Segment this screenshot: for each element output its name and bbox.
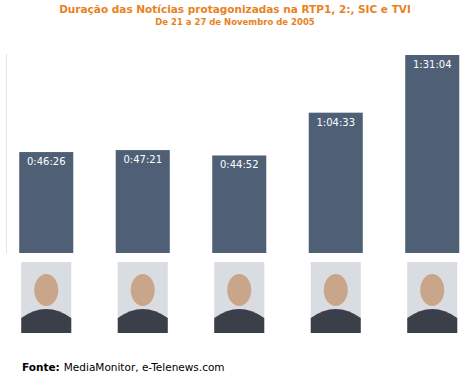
- portrait-frame: [311, 262, 361, 333]
- portrait: [21, 262, 71, 333]
- portrait-head: [227, 274, 251, 306]
- portrait: [311, 262, 361, 333]
- bars: [19, 55, 459, 253]
- source-label: Fonte:: [22, 361, 60, 373]
- y-axis: [6, 54, 7, 254]
- data-label: 0:47:21: [123, 154, 162, 165]
- bar: [116, 150, 170, 253]
- portrait: [407, 262, 457, 333]
- portrait-body: [311, 309, 361, 333]
- portrait-head: [420, 274, 444, 306]
- portrait-body: [407, 309, 457, 333]
- portrait-frame: [118, 262, 168, 333]
- portrait-frame: [21, 262, 71, 333]
- portrait-frame: [407, 262, 457, 333]
- portrait: [214, 262, 264, 333]
- y-axis-line: [6, 54, 7, 254]
- data-label: 1:04:33: [316, 117, 355, 128]
- portrait-head: [34, 274, 58, 306]
- portrait-body: [214, 309, 264, 333]
- portrait-body: [21, 309, 71, 333]
- chart: Duração das Notícias protagonizadas na R…: [0, 0, 470, 378]
- portrait-frame: [214, 262, 264, 333]
- data-labels: 0:46:26 0:47:21 0:44:52 1:04:33 1:31:04: [27, 59, 452, 170]
- data-label: 1:31:04: [413, 59, 452, 70]
- bar: [212, 155, 266, 253]
- source: Fonte: MediaMonitor, e-Telenews.com: [22, 361, 225, 373]
- portrait-head: [131, 274, 155, 306]
- bar: [405, 55, 459, 253]
- source-text: MediaMonitor, e-Telenews.com: [64, 361, 225, 373]
- title: Duração das Notícias protagonizadas na R…: [59, 3, 411, 15]
- bar: [19, 152, 73, 253]
- subtitle: De 21 a 27 de Novembro de 2005: [155, 17, 315, 27]
- portrait-body: [118, 309, 168, 333]
- data-label: 0:46:26: [27, 156, 66, 167]
- data-label: 0:44:52: [220, 159, 259, 170]
- portrait: [118, 262, 168, 333]
- portrait-head: [324, 274, 348, 306]
- portraits: [21, 262, 457, 333]
- bar: [309, 113, 363, 253]
